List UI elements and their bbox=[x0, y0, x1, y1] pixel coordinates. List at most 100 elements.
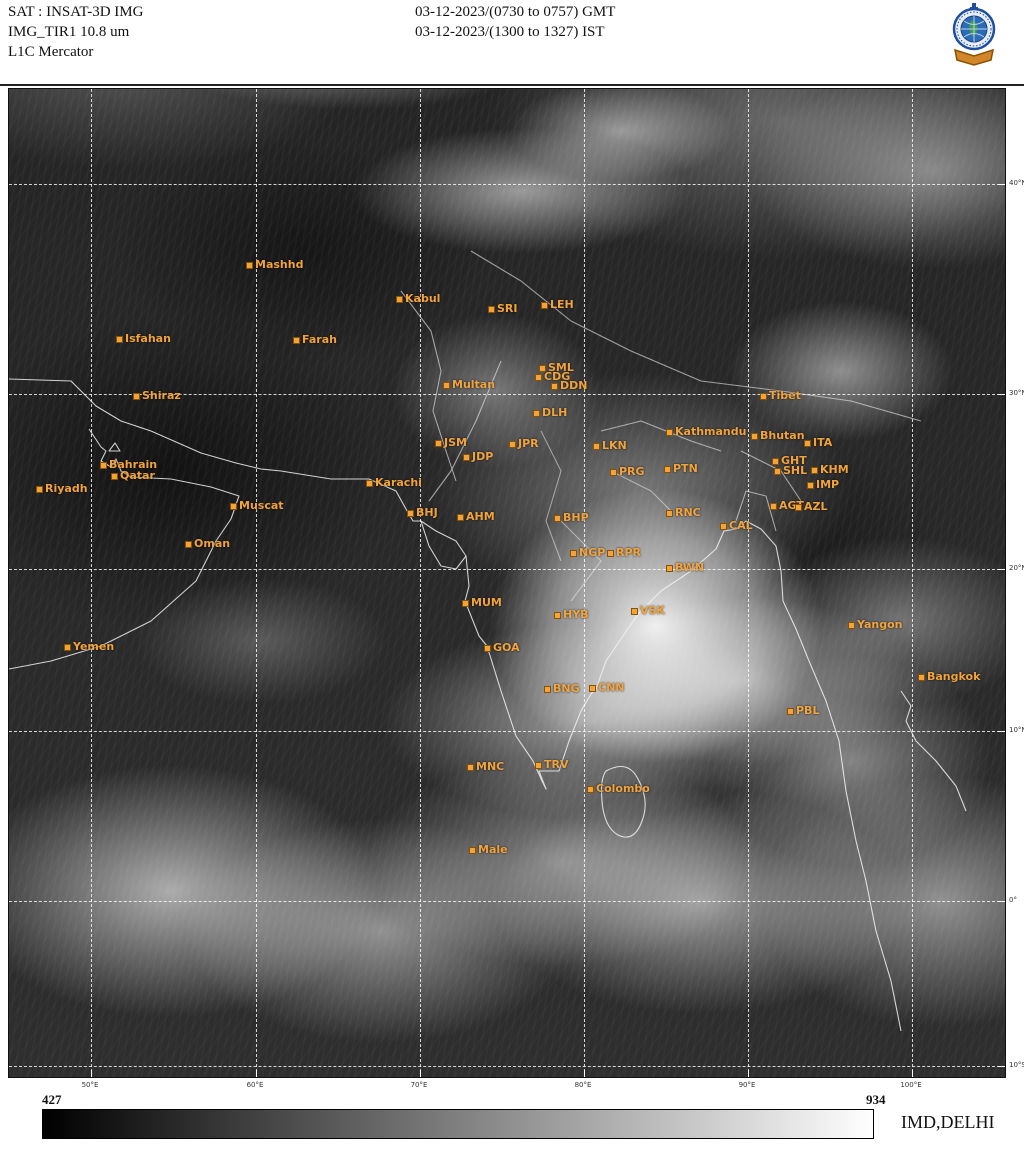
city-label-kabul: Kabul bbox=[396, 292, 441, 305]
city-label-text: Male bbox=[478, 843, 508, 856]
city-marker-icon bbox=[544, 685, 551, 693]
cloud-imagery-layer bbox=[9, 89, 1005, 1077]
city-label-mnc: MNC bbox=[467, 760, 505, 773]
city-label-text: Riyadh bbox=[45, 482, 88, 495]
city-label-text: Mashhd bbox=[255, 258, 304, 271]
city-marker-icon bbox=[774, 467, 781, 475]
city-marker-icon bbox=[509, 440, 516, 448]
city-label-text: BNG bbox=[553, 682, 580, 695]
city-label-bng: BNG bbox=[544, 682, 580, 695]
lon-label: 50°E bbox=[81, 1081, 99, 1089]
city-label-text: MNC bbox=[476, 760, 505, 773]
city-label-text: LEH bbox=[550, 298, 574, 311]
city-marker-icon bbox=[541, 301, 548, 309]
city-label-jsm: JSM bbox=[435, 436, 467, 449]
city-marker-icon bbox=[666, 564, 673, 572]
city-label-text: HYB bbox=[563, 608, 589, 621]
city-label-text: Kabul bbox=[405, 292, 441, 305]
city-label-pbl: PBL bbox=[787, 704, 820, 717]
city-label-imp: IMP bbox=[807, 479, 839, 490]
tick-lon bbox=[256, 1070, 257, 1077]
city-label-bwn: BWN bbox=[666, 562, 704, 573]
grayscale-colorbar bbox=[42, 1109, 874, 1139]
city-label-ptn: PTN bbox=[664, 462, 698, 475]
city-marker-icon bbox=[795, 503, 802, 511]
city-label-text: PBL bbox=[796, 704, 820, 717]
tick-lat bbox=[998, 1066, 1005, 1067]
city-label-text: Colombo bbox=[596, 782, 650, 795]
lat-label: 10°S bbox=[1009, 1061, 1024, 1069]
city-marker-icon bbox=[535, 761, 542, 769]
city-marker-icon bbox=[293, 336, 300, 344]
city-label-khm: KHM bbox=[811, 464, 849, 475]
city-label-azl: AZL bbox=[795, 501, 828, 512]
city-label-oman: Oman bbox=[185, 538, 230, 549]
colorbar-min-value: 427 bbox=[42, 1092, 62, 1107]
coastline-layer bbox=[9, 250, 967, 1032]
city-label-text: NGP bbox=[579, 546, 606, 559]
city-label-text: Bangkok bbox=[927, 670, 981, 683]
city-label-text: AHM bbox=[466, 510, 495, 523]
city-label-text: JPR bbox=[518, 437, 539, 450]
city-label-text: Isfahan bbox=[125, 332, 171, 345]
city-label-cdg: CDG bbox=[535, 371, 570, 382]
city-label-text: DDN bbox=[560, 379, 588, 392]
city-marker-icon bbox=[484, 644, 491, 652]
city-marker-icon bbox=[533, 409, 540, 417]
gridline-lat-10°S bbox=[9, 1066, 1005, 1067]
city-label-jpr: JPR bbox=[509, 437, 539, 450]
city-marker-icon bbox=[133, 392, 140, 400]
city-label-leh: LEH bbox=[541, 298, 574, 311]
city-marker-icon bbox=[589, 684, 596, 692]
city-marker-icon bbox=[366, 479, 373, 487]
city-marker-icon bbox=[720, 522, 727, 530]
city-marker-icon bbox=[664, 465, 671, 473]
city-marker-icon bbox=[64, 643, 71, 651]
city-label-text: PTN bbox=[673, 462, 698, 475]
tick-lat bbox=[998, 569, 1005, 570]
city-marker-icon bbox=[36, 485, 43, 493]
satellite-map: Mashhd Isfahan Farah Shiraz Kabul SRI LEH Multa… bbox=[8, 88, 1006, 1078]
city-marker-icon bbox=[467, 763, 474, 771]
city-label-kathmandu: Kathmandu bbox=[666, 426, 746, 437]
gridline-lon-100°E bbox=[912, 89, 913, 1077]
city-label-sri: SRI bbox=[488, 303, 518, 314]
city-label-text: Bahrain bbox=[109, 458, 158, 471]
gridline-lat-20°N bbox=[9, 569, 1005, 570]
gridline-lat-40°N bbox=[9, 184, 1005, 185]
lat-label: 20°N bbox=[1009, 564, 1024, 572]
channel-name: IMG_TIR1 10.8 um bbox=[8, 24, 130, 40]
city-label-mum: MUM bbox=[462, 596, 502, 609]
city-label-text: MUM bbox=[471, 596, 502, 609]
city-label-text: GOA bbox=[493, 641, 520, 654]
city-label-text: JSM bbox=[444, 436, 467, 449]
city-label-yemen: Yemen bbox=[64, 641, 114, 652]
city-marker-icon bbox=[457, 513, 464, 521]
tick-lon bbox=[748, 1070, 749, 1077]
city-marker-icon bbox=[230, 502, 237, 510]
cloud-streak-texture bbox=[9, 89, 1005, 1077]
city-marker-icon bbox=[666, 509, 673, 517]
city-marker-icon bbox=[804, 439, 811, 447]
city-label-hyb: HYB bbox=[554, 608, 589, 621]
city-label-text: SML bbox=[548, 361, 574, 374]
city-label-text: RNC bbox=[675, 506, 701, 519]
gridline-lon-80°E bbox=[584, 89, 585, 1077]
tick-lon bbox=[912, 1070, 913, 1077]
city-label-ght: GHT bbox=[772, 455, 807, 466]
satellite-name: SAT : INSAT-3D IMG bbox=[8, 4, 144, 20]
city-label-bangkok: Bangkok bbox=[918, 670, 981, 683]
gridline-lon-90°E bbox=[748, 89, 749, 1077]
city-label-text: BHP bbox=[563, 511, 589, 524]
city-label-text: Shiraz bbox=[142, 389, 181, 402]
city-label-shl: SHL bbox=[774, 465, 807, 476]
tick-lat bbox=[998, 901, 1005, 902]
city-label-text: Qatar bbox=[120, 469, 155, 482]
tick-lon bbox=[584, 1070, 585, 1077]
city-marker-icon bbox=[760, 392, 767, 400]
lat-label: 40°N bbox=[1009, 179, 1024, 187]
city-marker-icon bbox=[787, 707, 794, 715]
city-label-rpr: RPR bbox=[607, 547, 641, 558]
lat-label: 10°N bbox=[1009, 726, 1024, 734]
